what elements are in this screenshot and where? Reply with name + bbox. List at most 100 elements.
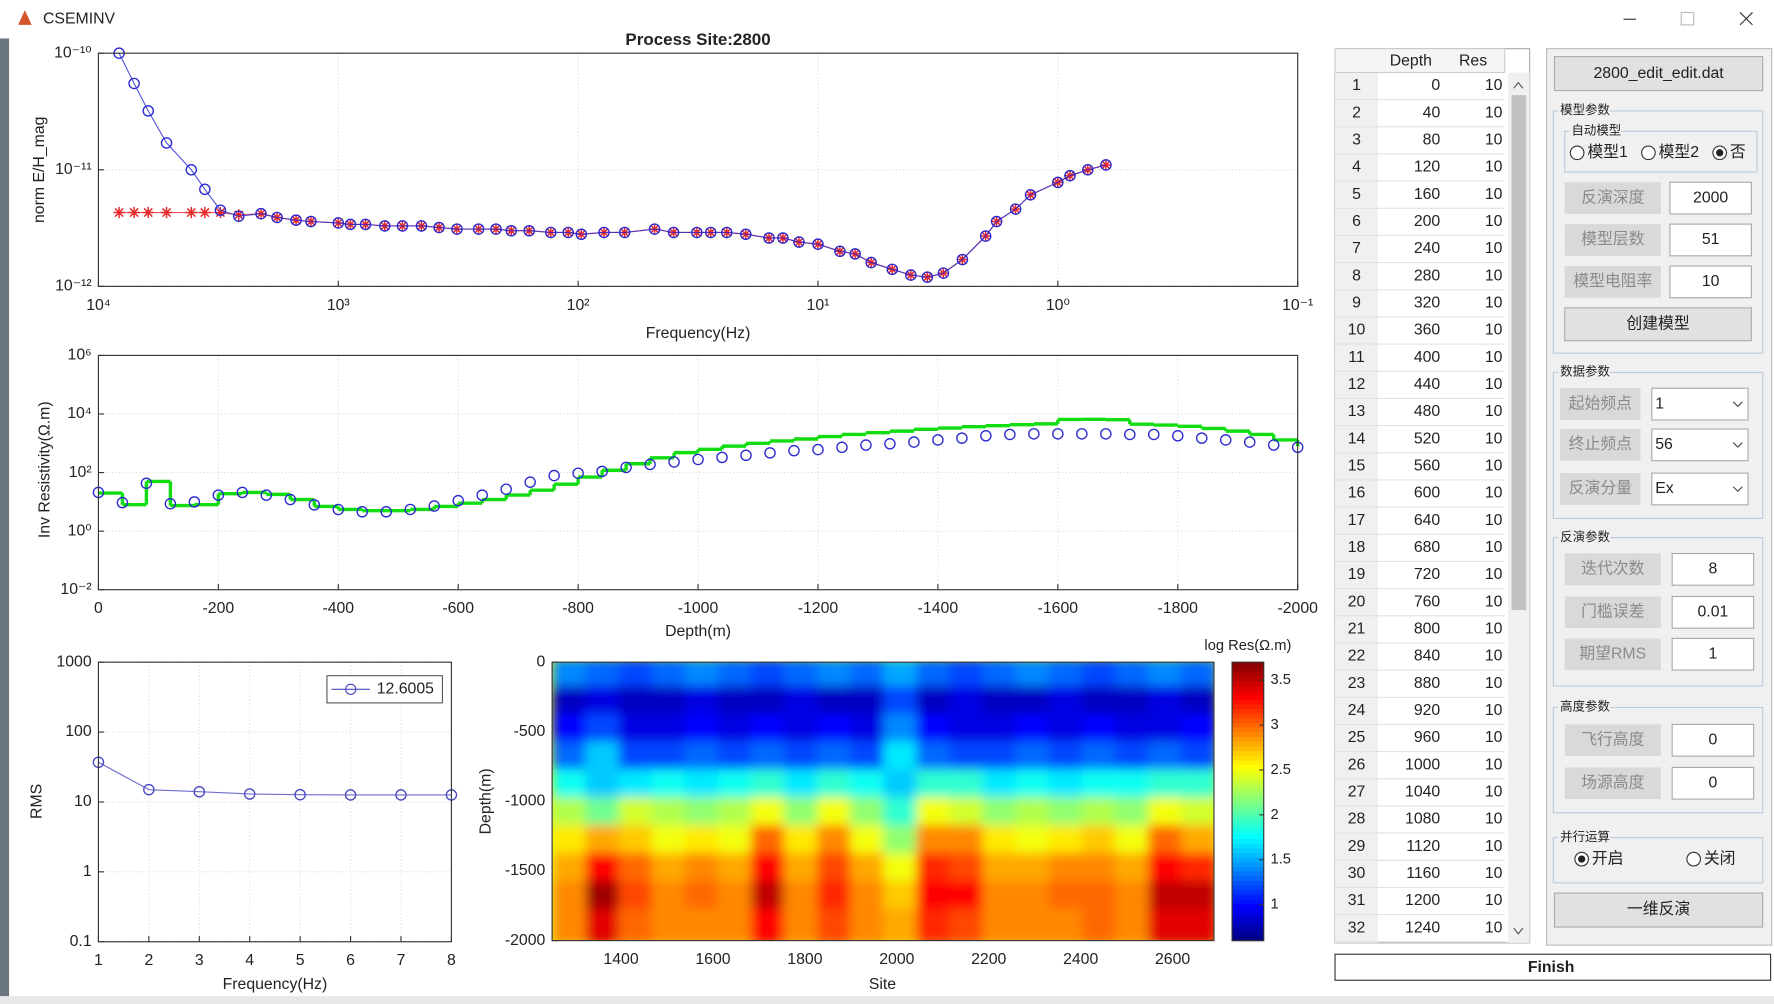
cell[interactable]: 760 — [1414, 593, 1441, 610]
cell[interactable]: 360 — [1414, 322, 1441, 339]
cell[interactable]: 10 — [1485, 539, 1503, 556]
select[interactable] — [1651, 428, 1749, 462]
cell[interactable]: 200 — [1414, 213, 1441, 230]
cell[interactable]: 1040 — [1405, 784, 1440, 801]
data-point — [160, 206, 173, 219]
cell[interactable]: 10 — [1485, 675, 1503, 692]
input[interactable] — [1669, 265, 1752, 299]
cell[interactable]: 1120 — [1406, 838, 1440, 855]
cell[interactable]: 1200 — [1405, 892, 1440, 909]
cell[interactable]: 280 — [1414, 267, 1441, 284]
radio[interactable] — [1569, 145, 1585, 161]
cell[interactable]: 40 — [1423, 104, 1441, 121]
cell[interactable]: 240 — [1414, 240, 1441, 257]
cell[interactable]: 10 — [1485, 512, 1503, 529]
input[interactable] — [1669, 223, 1752, 257]
column-header: Depth — [1390, 52, 1432, 69]
cell[interactable]: 600 — [1414, 485, 1441, 502]
cell[interactable]: 10 — [1485, 376, 1503, 393]
input[interactable] — [1671, 595, 1755, 629]
cell[interactable]: 10 — [1485, 322, 1503, 339]
cell[interactable]: 1000 — [1405, 756, 1440, 773]
cell[interactable]: 10 — [1485, 159, 1503, 176]
data-point — [378, 220, 391, 232]
cell[interactable]: 10 — [1485, 186, 1503, 203]
cell[interactable]: 720 — [1414, 566, 1441, 583]
cell[interactable]: 10 — [1485, 267, 1503, 284]
cell[interactable]: 520 — [1414, 430, 1441, 447]
cell[interactable]: 10 — [1485, 784, 1503, 801]
cell[interactable]: 10 — [1485, 213, 1503, 230]
cell[interactable]: 10 — [1485, 593, 1503, 610]
cell[interactable]: 120 — [1414, 159, 1441, 176]
file-button[interactable] — [1553, 56, 1764, 92]
cell[interactable]: 10 — [1485, 349, 1503, 366]
cell[interactable]: 10 — [1485, 458, 1503, 475]
cell[interactable]: 880 — [1414, 675, 1441, 692]
maximize-button[interactable] — [1680, 11, 1695, 26]
cell[interactable]: 10 — [1485, 756, 1503, 773]
colorbar-band — [1232, 894, 1264, 900]
cell[interactable]: 80 — [1423, 132, 1441, 149]
run-button[interactable] — [1553, 892, 1764, 928]
cell[interactable]: 1240 — [1405, 919, 1440, 936]
cell[interactable]: 1080 — [1405, 811, 1440, 828]
cell[interactable]: 10 — [1485, 295, 1503, 312]
cell[interactable]: 10 — [1485, 811, 1503, 828]
cell[interactable]: 10 — [1485, 566, 1503, 583]
cell[interactable]: 320 — [1414, 295, 1441, 312]
input[interactable] — [1671, 723, 1755, 757]
cell[interactable]: 680 — [1414, 539, 1441, 556]
colorbar-band — [1232, 935, 1264, 942]
cell[interactable]: 960 — [1414, 729, 1441, 746]
data-point — [193, 785, 206, 798]
input[interactable] — [1671, 552, 1755, 586]
finish-button[interactable] — [1334, 953, 1772, 981]
cell[interactable]: 10 — [1485, 865, 1503, 882]
select[interactable] — [1651, 387, 1749, 421]
cell[interactable]: 10 — [1485, 729, 1503, 746]
app-icon — [18, 10, 32, 25]
cell[interactable]: 480 — [1414, 403, 1441, 420]
data-point — [1100, 159, 1112, 171]
cell[interactable]: 400 — [1414, 349, 1441, 366]
radio[interactable] — [1641, 145, 1656, 161]
cell[interactable]: 10 — [1485, 838, 1503, 855]
cell[interactable]: 10 — [1485, 648, 1503, 665]
cell[interactable]: 10 — [1485, 77, 1503, 94]
create-model-button[interactable] — [1564, 307, 1752, 342]
cell[interactable]: 160 — [1414, 186, 1441, 203]
cell[interactable]: 640 — [1414, 512, 1441, 529]
select[interactable] — [1651, 472, 1749, 506]
cell[interactable]: 840 — [1414, 648, 1441, 665]
input[interactable] — [1671, 637, 1755, 671]
input[interactable] — [1669, 181, 1752, 215]
cell[interactable]: 0 — [1431, 77, 1440, 94]
row-index: 15 — [1348, 458, 1366, 475]
cell[interactable]: 10 — [1485, 104, 1503, 121]
cell[interactable]: 10 — [1485, 403, 1503, 420]
cell[interactable]: 440 — [1414, 376, 1441, 393]
cell[interactable]: 10 — [1485, 240, 1503, 257]
scroll-thumb[interactable] — [1511, 95, 1527, 611]
close-button[interactable] — [1739, 12, 1753, 26]
cell[interactable]: 10 — [1485, 892, 1503, 909]
cell[interactable]: 10 — [1485, 132, 1503, 149]
group-title: 模型参数 — [1560, 102, 1610, 117]
scroll-down[interactable] — [1513, 927, 1524, 935]
cell[interactable]: 10 — [1485, 430, 1503, 447]
cell[interactable]: 10 — [1485, 702, 1503, 719]
row-index: 22 — [1348, 648, 1366, 665]
cell[interactable]: 10 — [1485, 485, 1503, 502]
cell[interactable]: 1160 — [1406, 865, 1440, 882]
cell[interactable]: 10 — [1485, 621, 1503, 638]
cell[interactable]: 920 — [1414, 702, 1441, 719]
input-value: 8 — [1709, 561, 1718, 578]
x-tick-label: 8 — [447, 952, 456, 969]
scroll-up[interactable] — [1513, 81, 1524, 89]
cell[interactable]: 560 — [1414, 458, 1441, 475]
radio[interactable] — [1686, 851, 1702, 867]
input[interactable] — [1671, 766, 1755, 800]
cell[interactable]: 10 — [1485, 919, 1503, 936]
cell[interactable]: 800 — [1414, 621, 1441, 638]
